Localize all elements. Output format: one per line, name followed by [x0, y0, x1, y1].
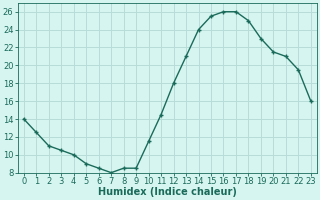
X-axis label: Humidex (Indice chaleur): Humidex (Indice chaleur): [98, 187, 237, 197]
